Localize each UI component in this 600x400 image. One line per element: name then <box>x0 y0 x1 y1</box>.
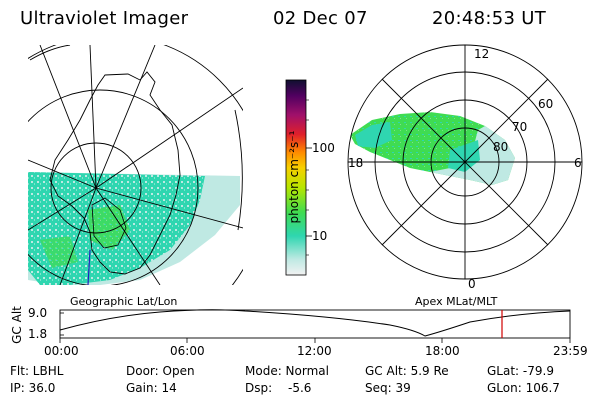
mlat-label-80: 80 <box>493 140 509 154</box>
mlt-label-12: 12 <box>474 47 490 61</box>
seq-info: Seq: 39 <box>365 381 411 395</box>
mlat-label-70: 70 <box>512 120 528 134</box>
mode-info: Mode: Normal <box>245 364 329 378</box>
mlt-label-18: 18 <box>348 156 364 170</box>
dsp-value: -5.6 <box>288 381 312 395</box>
altitude-y-label: GC Alt <box>10 306 24 344</box>
door-info: Door: Open <box>126 364 195 378</box>
time-tick-2359: 23:59 <box>553 344 588 358</box>
gain-info: Gain: 14 <box>126 381 177 395</box>
altitude-y-tick-min: 1.8 <box>28 327 48 341</box>
mlt-polar-map <box>347 44 583 280</box>
mlat-label-60: 60 <box>538 97 554 111</box>
filter-info: Flt: LBHL <box>10 364 64 378</box>
time-tick-1800: 18:00 <box>425 344 460 358</box>
colorbar-tick-10: 10 <box>312 229 328 243</box>
mlt-label-0: 0 <box>468 277 476 291</box>
instrument-title: Ultraviolet Imager <box>20 8 189 29</box>
time-tick-0000: 00:00 <box>44 344 79 358</box>
gc-alt-info: GC Alt: 5.9 Re <box>365 364 449 378</box>
ip-info: IP: 36.0 <box>10 381 56 395</box>
mlt-label-6: 6 <box>574 156 582 170</box>
left-panel-caption: Geographic Lat/Lon <box>70 295 178 308</box>
geographic-map <box>28 45 243 285</box>
right-panel-caption: Apex MLat/MLT <box>415 295 498 308</box>
glat-info: GLat: -79.9 <box>487 364 554 378</box>
altitude-strip-plot <box>59 309 571 343</box>
colorbar <box>285 79 307 276</box>
altitude-y-tick-max: 9.0 <box>28 306 48 320</box>
colorbar-tick-100: 100 <box>312 141 335 155</box>
dsp-label: Dsp: <box>245 381 273 395</box>
time-label: 20:48:53 UT <box>432 8 547 29</box>
time-tick-1200: 12:00 <box>297 344 332 358</box>
glon-info: GLon: 106.7 <box>487 381 560 395</box>
time-tick-0600: 06:00 <box>170 344 205 358</box>
date-label: 02 Dec 07 <box>273 8 368 29</box>
colorbar-unit-label: photon cm⁻²s⁻¹ <box>287 130 301 224</box>
